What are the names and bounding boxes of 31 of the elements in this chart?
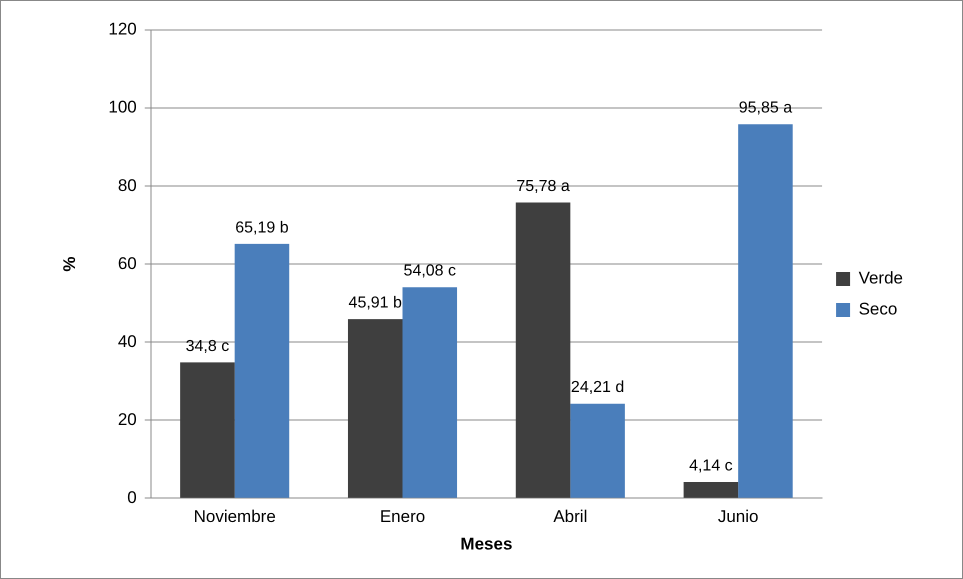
bar [516, 202, 570, 498]
x-tick-label: Enero [380, 507, 426, 526]
data-label: 65,19 b [235, 219, 289, 236]
legend-label: Seco [858, 300, 898, 319]
bar [684, 482, 738, 498]
y-tick-label: 40 [118, 332, 137, 351]
y-tick-label: 100 [108, 98, 137, 117]
y-tick-label: 20 [118, 410, 137, 429]
bar [570, 404, 625, 498]
data-label: 45,91 b [348, 294, 402, 312]
x-tick-label: Noviembre [194, 507, 276, 526]
data-label: 75,78 a [516, 178, 570, 195]
bar [348, 319, 403, 498]
x-tick-label: Junio [718, 507, 758, 526]
data-label: 34,8 c [186, 338, 230, 355]
x-axis-title: Meses [460, 534, 512, 554]
bar [738, 124, 793, 498]
bar [402, 287, 458, 498]
bar [180, 362, 235, 498]
bar [234, 244, 290, 498]
y-tick-label: 0 [127, 488, 137, 507]
y-tick-label: 120 [108, 20, 137, 39]
x-tick-label: Abril [553, 507, 588, 526]
data-label: 95,85 a [738, 100, 792, 117]
y-tick-label: 60 [118, 254, 137, 273]
legend-label: Verde [858, 268, 904, 288]
y-axis-title: % [60, 256, 79, 272]
data-label: 54,08 c [404, 262, 456, 280]
y-tick-label: 80 [118, 176, 137, 195]
data-label: 24,21 d [570, 379, 624, 396]
data-label: 4,14 c [689, 457, 733, 474]
